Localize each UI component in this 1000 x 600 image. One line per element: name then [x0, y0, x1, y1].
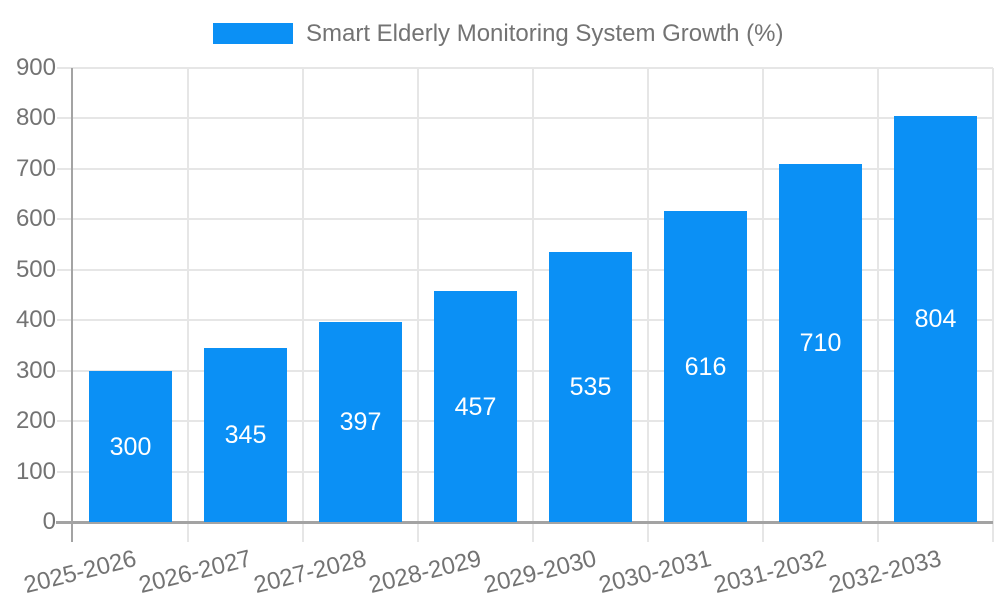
gridline-vertical: [992, 68, 994, 522]
bar-2027-2028[interactable]: 397: [319, 322, 402, 522]
x-axis-tick: [302, 522, 304, 542]
bar-2026-2027[interactable]: 345: [204, 348, 287, 522]
x-axis-label: 2030-2031: [595, 545, 714, 599]
y-axis-tick-label: 500: [15, 256, 56, 283]
bar-2025-2026[interactable]: 300: [89, 371, 172, 522]
bar-value-label: 457: [454, 393, 497, 421]
x-axis-label: 2026-2027: [135, 545, 254, 599]
x-axis-tick: [187, 522, 189, 542]
gridline-vertical: [762, 68, 764, 522]
x-axis-line: [56, 521, 993, 524]
x-axis-label: 2027-2028: [250, 545, 369, 599]
bar-value-label: 616: [684, 353, 727, 381]
y-axis-tick-label: 700: [15, 155, 56, 182]
x-axis-tick: [417, 522, 419, 542]
bar-2031-2032[interactable]: 710: [779, 164, 862, 522]
x-axis-label: 2028-2029: [365, 545, 484, 599]
y-axis-tick: [57, 117, 73, 119]
bar-value-label: 710: [799, 329, 842, 357]
legend-swatch: [213, 23, 293, 44]
gridline-vertical: [417, 68, 419, 522]
y-axis-tick: [57, 67, 73, 69]
x-axis-tick: [647, 522, 649, 542]
y-axis-tick: [57, 420, 73, 422]
y-axis-tick: [57, 168, 73, 170]
y-axis-tick-label: 300: [15, 357, 56, 384]
y-axis-tick-label: 400: [15, 306, 56, 333]
bar-2032-2033[interactable]: 804: [894, 116, 977, 522]
x-axis-tick: [877, 522, 879, 542]
y-axis-tick-label: 100: [15, 458, 56, 485]
y-axis-tick: [57, 471, 73, 473]
y-axis-tick-label: 800: [15, 104, 56, 131]
x-axis-label: 2025-2026: [20, 545, 139, 599]
y-axis-tick: [57, 370, 73, 372]
y-axis-tick: [57, 218, 73, 220]
bar-2029-2030[interactable]: 535: [549, 252, 632, 522]
bar-2030-2031[interactable]: 616: [664, 211, 747, 522]
gridline-vertical: [877, 68, 879, 522]
y-axis-line: [71, 68, 73, 542]
y-axis-tick: [57, 269, 73, 271]
gridline-vertical: [302, 68, 304, 522]
bar-value-label: 345: [224, 421, 267, 449]
gridline-vertical: [187, 68, 189, 522]
y-axis-tick-label: 600: [15, 205, 56, 232]
y-axis-tick: [57, 319, 73, 321]
gridline-vertical: [647, 68, 649, 522]
x-axis-label: 2032-2033: [825, 545, 944, 599]
x-axis-label: 2031-2032: [710, 545, 829, 599]
bar-2028-2029[interactable]: 457: [434, 291, 517, 522]
y-axis-tick-label: 0: [42, 508, 56, 535]
gridline-vertical: [532, 68, 534, 522]
y-axis-tick-label: 200: [15, 407, 56, 434]
x-axis-tick: [992, 522, 994, 542]
x-axis-tick: [532, 522, 534, 542]
x-axis-label: 2029-2030: [480, 545, 599, 599]
bar-value-label: 300: [109, 433, 152, 461]
legend-label: Smart Elderly Monitoring System Growth (…: [306, 20, 784, 47]
y-axis-tick-label: 900: [15, 54, 56, 81]
bar-value-label: 535: [569, 373, 612, 401]
legend[interactable]: Smart Elderly Monitoring System Growth (…: [213, 21, 783, 46]
bar-value-label: 397: [339, 408, 382, 436]
x-axis-tick: [762, 522, 764, 542]
bar-value-label: 804: [914, 305, 957, 333]
